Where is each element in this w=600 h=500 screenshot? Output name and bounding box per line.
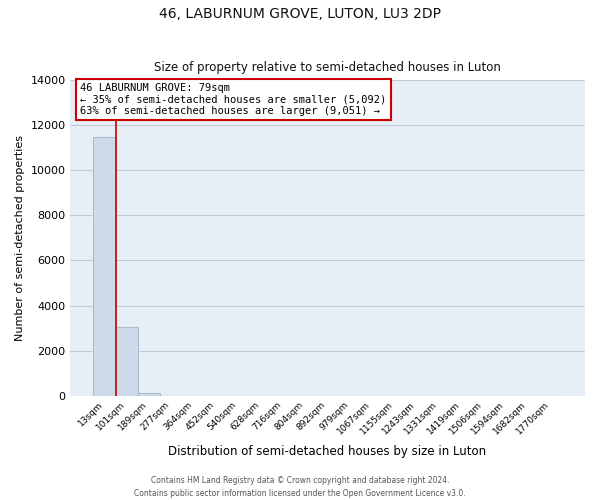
Bar bbox=[93, 138, 116, 396]
Y-axis label: Number of semi-detached properties: Number of semi-detached properties bbox=[15, 135, 25, 341]
Text: 46, LABURNUM GROVE, LUTON, LU3 2DP: 46, LABURNUM GROVE, LUTON, LU3 2DP bbox=[159, 8, 441, 22]
X-axis label: Distribution of semi-detached houses by size in Luton: Distribution of semi-detached houses by … bbox=[169, 444, 487, 458]
Text: 46 LABURNUM GROVE: 79sqm
← 35% of semi-detached houses are smaller (5,092)
63% o: 46 LABURNUM GROVE: 79sqm ← 35% of semi-d… bbox=[80, 83, 386, 116]
Bar bbox=[138, 393, 160, 396]
Text: Contains HM Land Registry data © Crown copyright and database right 2024.
Contai: Contains HM Land Registry data © Crown c… bbox=[134, 476, 466, 498]
Title: Size of property relative to semi-detached houses in Luton: Size of property relative to semi-detach… bbox=[154, 62, 501, 74]
Bar bbox=[116, 327, 138, 396]
